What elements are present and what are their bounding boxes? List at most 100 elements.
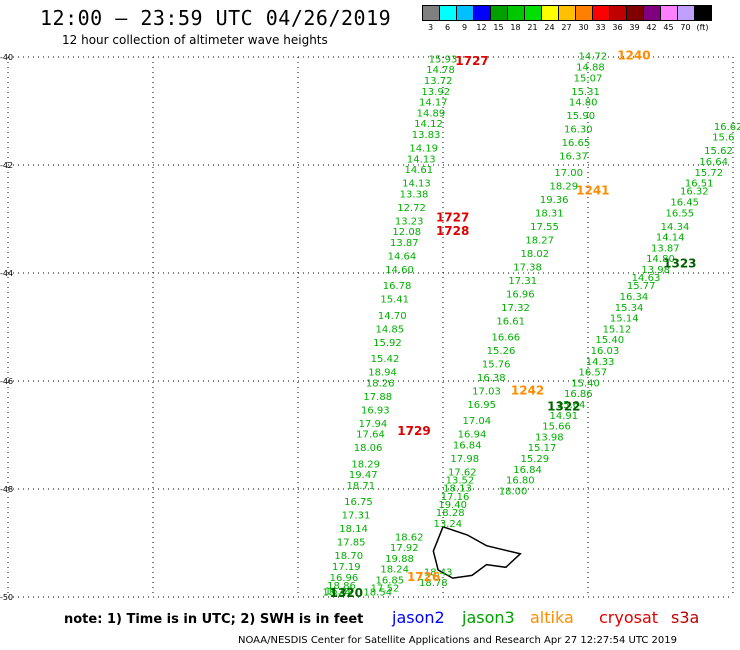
- wave-height-value: 19.88: [385, 554, 414, 565]
- color-scale-label: 15: [493, 23, 504, 32]
- wave-height-value: 16.03: [591, 346, 620, 357]
- wave-height-value: 17.85: [337, 538, 366, 549]
- wave-height-value: 13.92: [421, 87, 450, 98]
- wave-height-value: 15.66: [542, 422, 571, 433]
- color-scale-label: 3: [427, 23, 434, 32]
- wave-height-value: 16.34: [620, 292, 649, 303]
- wave-height-value: 15.17: [528, 443, 557, 454]
- wave-height-value: 17.52: [371, 584, 400, 595]
- color-scale-cell: [694, 5, 712, 21]
- wave-height-value: 18.94: [368, 368, 397, 379]
- y-tick-label: -48: [0, 485, 13, 494]
- pass-time-label: 1726: [407, 570, 440, 584]
- wave-height-value: 14.91: [550, 411, 579, 422]
- wave-height-value: 16.66: [492, 333, 521, 344]
- wave-height-value: 15.34: [615, 303, 644, 314]
- wave-height-value: 14.17: [419, 98, 448, 109]
- wave-height-value: 18.28: [436, 508, 465, 519]
- wave-height-value: 18.24: [322, 587, 351, 598]
- wave-height-value: 13.98: [535, 432, 564, 443]
- wave-height-value: 18.54: [363, 587, 392, 598]
- wave-height-value: 18.00: [499, 486, 528, 497]
- wave-height-value: 18.71: [347, 481, 376, 492]
- wave-height-value: 15.12: [603, 324, 632, 335]
- wave-height-value: 16.85: [376, 576, 405, 587]
- wave-height-value: 13.52: [446, 476, 475, 487]
- wave-height-value: 14.61: [405, 165, 434, 176]
- pass-time-label: 1241: [576, 184, 609, 198]
- pass-time-label: 1320: [330, 586, 363, 600]
- wave-height-value: 13.72: [424, 76, 453, 87]
- wave-height-value: 14.80: [646, 254, 675, 265]
- wave-height-value: 16.96: [506, 289, 535, 300]
- wave-height-value: 18.29: [550, 181, 579, 192]
- color-scale-label: 12: [476, 23, 487, 32]
- y-tick-label: -42: [0, 161, 13, 170]
- color-scale-label: 42: [646, 23, 657, 32]
- page-title: 12:00 – 23:59 UTC 04/26/2019: [40, 6, 392, 30]
- wave-height-value: 17.03: [472, 387, 501, 398]
- wave-height-value: 17.38: [513, 262, 542, 273]
- wave-height-value: 14.88: [576, 63, 605, 74]
- wave-height-value: 18.78: [419, 578, 448, 589]
- wave-height-value: 16.30: [564, 125, 593, 136]
- wave-height-value: 14.60: [385, 265, 414, 276]
- wave-height-value: 15.64: [557, 400, 586, 411]
- wave-height-value: 14.14: [656, 233, 685, 244]
- pass-time-label: 1727: [436, 211, 469, 225]
- wave-height-value: 15.72: [695, 168, 724, 179]
- color-scale-label: 45: [663, 23, 674, 32]
- pass-time-label: 1323: [663, 257, 696, 271]
- wave-height-value: 15.6: [712, 133, 734, 144]
- wave-height-value: 16.45: [670, 198, 699, 209]
- units-note: note: 1) Time is in UTC; 2) SWH is in fe…: [64, 612, 364, 627]
- pass-time-label: 1729: [397, 424, 430, 438]
- wave-height-value: 13.24: [434, 519, 463, 530]
- wave-height-value: 18.14: [339, 524, 368, 535]
- wave-height-value: 19.47: [349, 470, 378, 481]
- wave-height-value: 14.80: [569, 98, 598, 109]
- wave-height-value: 13.87: [651, 243, 680, 254]
- wave-height-value: 16.75: [344, 497, 373, 508]
- wave-height-value: 15.40: [595, 335, 624, 346]
- wave-height-value: 13.87: [390, 238, 419, 249]
- legend-item-jason2: jason2: [392, 608, 445, 627]
- color-scale-label: 9: [461, 23, 468, 32]
- wave-height-value: 15.93: [429, 54, 458, 65]
- wave-height-value: 14.13: [407, 154, 436, 165]
- wave-height-map: 606366697275-40-42-44-46-48-5015.9314.78…: [0, 49, 740, 600]
- wave-height-value: 15.77: [627, 281, 656, 292]
- wave-height-value: 15.92: [373, 338, 402, 349]
- color-scale-label: 27: [561, 23, 572, 32]
- wave-height-value: 17.31: [508, 276, 537, 287]
- wave-height-value: 16.02: [325, 586, 354, 597]
- wave-height-value: 15.41: [380, 295, 409, 306]
- color-scale-bar: [422, 5, 712, 21]
- wave-height-value: 18.02: [521, 249, 550, 260]
- wave-height-value: 18.31: [535, 208, 564, 219]
- wave-height-value: 14.34: [661, 222, 690, 233]
- pass-time-label: 1727: [455, 54, 488, 68]
- wave-height-value: 14.13: [402, 179, 431, 190]
- wave-height-value: 12.08: [392, 227, 421, 238]
- wave-height-value: 15.90: [566, 111, 595, 122]
- page-subtitle: 12 hour collection of altimeter wave hei…: [62, 33, 328, 47]
- wave-height-value: 15.76: [482, 360, 511, 371]
- pass-time-label: 1242: [511, 384, 544, 398]
- wave-height-value: 16.96: [330, 573, 359, 584]
- wave-height-value: 17.64: [356, 430, 385, 441]
- wave-height-value: 17.62: [448, 468, 477, 479]
- wave-height-value: 16.38: [477, 373, 506, 384]
- wave-height-value: 15.42: [371, 354, 400, 365]
- wave-height-value: 16.62: [714, 122, 740, 133]
- wave-height-value: 17.55: [530, 222, 559, 233]
- pass-time-label: 1322: [547, 400, 580, 414]
- color-scale-label: (ft): [696, 23, 709, 32]
- wave-height-value: 16.86: [564, 389, 593, 400]
- wave-height-value: 12.72: [397, 203, 426, 214]
- color-scale-label: 70: [680, 23, 691, 32]
- island-outline: [432, 525, 522, 579]
- wave-height-value: 18.26: [366, 378, 395, 389]
- wave-height-value: 17.94: [359, 419, 388, 430]
- footer-credit: NOAA/NESDIS Center for Satellite Applica…: [238, 635, 677, 646]
